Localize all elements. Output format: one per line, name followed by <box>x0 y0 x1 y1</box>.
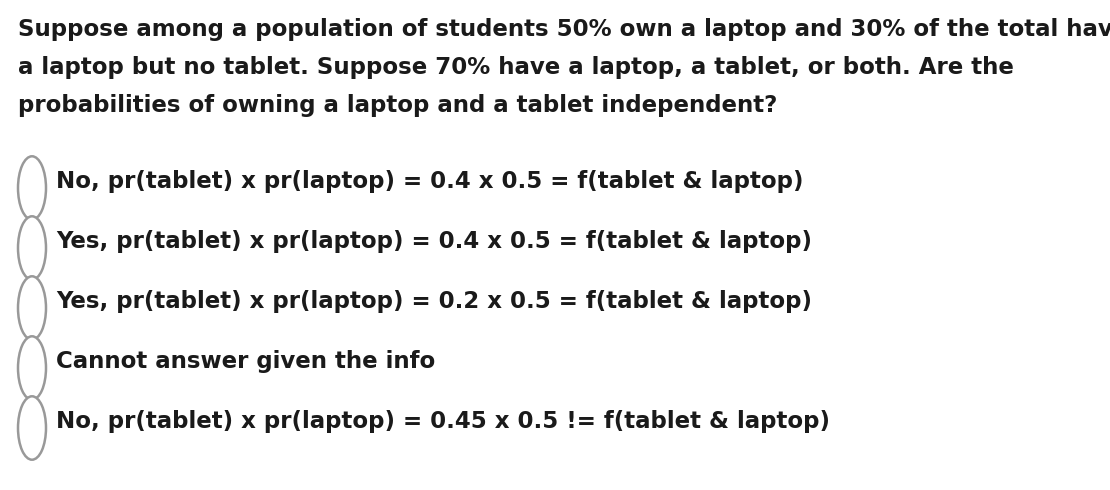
Text: Cannot answer given the info: Cannot answer given the info <box>56 350 435 373</box>
Ellipse shape <box>18 156 46 220</box>
Text: Yes, pr(tablet) x pr(laptop) = 0.2 x 0.5 = f(tablet & laptop): Yes, pr(tablet) x pr(laptop) = 0.2 x 0.5… <box>56 290 813 313</box>
Text: Yes, pr(tablet) x pr(laptop) = 0.4 x 0.5 = f(tablet & laptop): Yes, pr(tablet) x pr(laptop) = 0.4 x 0.5… <box>56 230 813 253</box>
Ellipse shape <box>18 336 46 400</box>
Text: a laptop but no tablet. Suppose 70% have a laptop, a tablet, or both. Are the: a laptop but no tablet. Suppose 70% have… <box>18 56 1013 79</box>
Ellipse shape <box>18 276 46 340</box>
Text: No, pr(tablet) x pr(laptop) = 0.45 x 0.5 != f(tablet & laptop): No, pr(tablet) x pr(laptop) = 0.45 x 0.5… <box>56 410 830 433</box>
Text: probabilities of owning a laptop and a tablet independent?: probabilities of owning a laptop and a t… <box>18 94 777 117</box>
Text: No, pr(tablet) x pr(laptop) = 0.4 x 0.5 = f(tablet & laptop): No, pr(tablet) x pr(laptop) = 0.4 x 0.5 … <box>56 170 804 193</box>
Ellipse shape <box>18 396 46 460</box>
Text: Suppose among a population of students 50% own a laptop and 30% of the total hav: Suppose among a population of students 5… <box>18 18 1110 41</box>
Ellipse shape <box>18 216 46 280</box>
